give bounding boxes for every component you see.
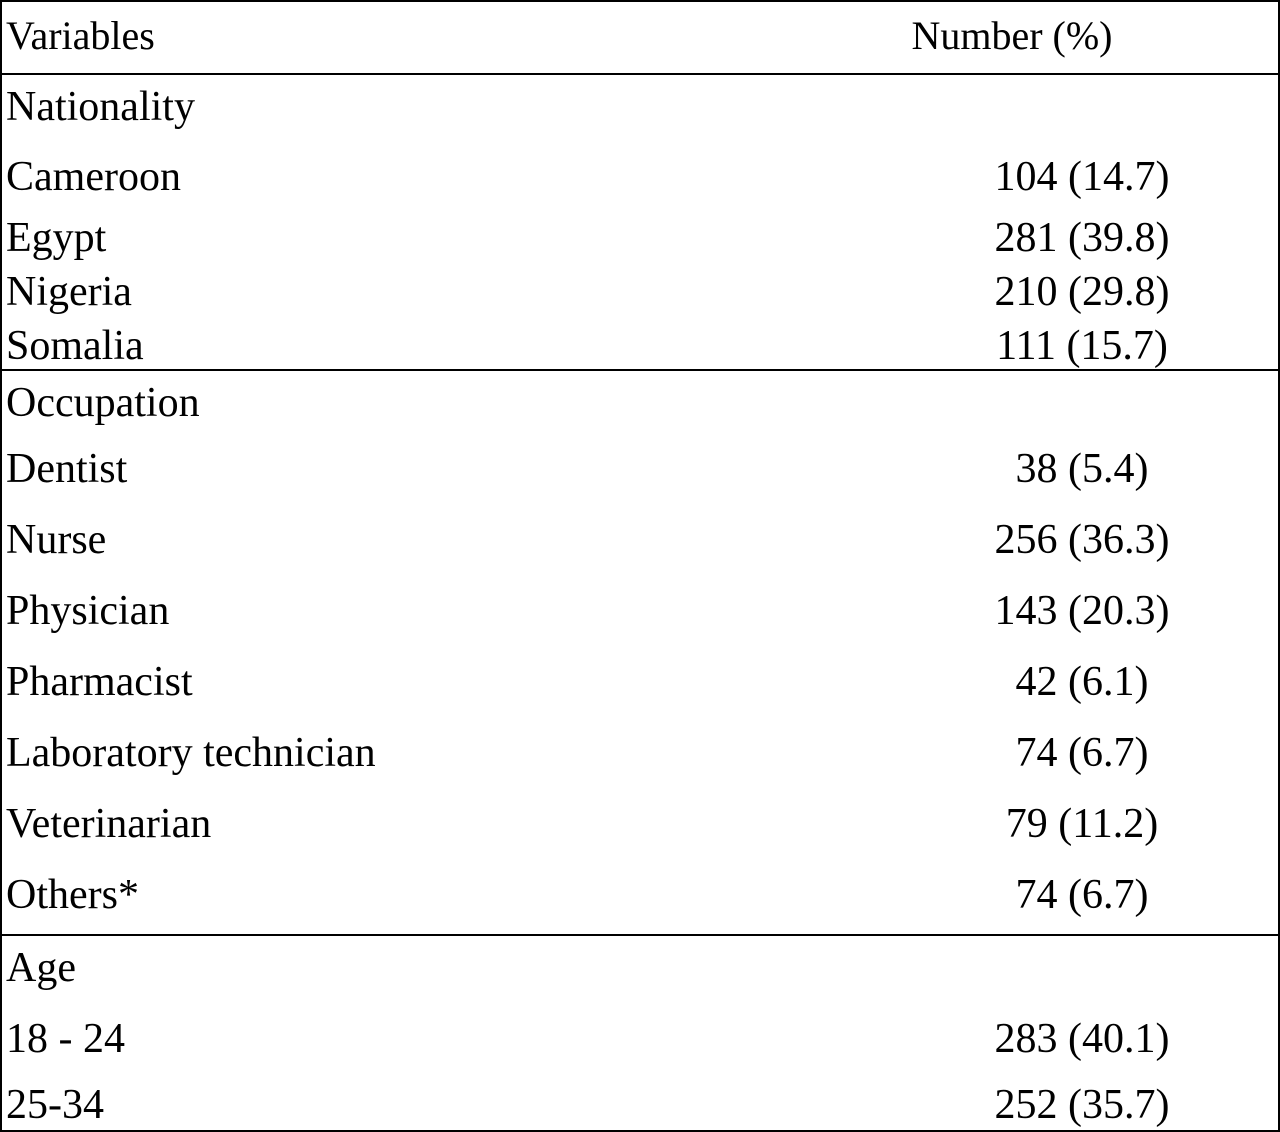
row-value: 111 (15.7) xyxy=(996,323,1168,369)
row-label: Physician xyxy=(6,588,170,634)
row-label: Others* xyxy=(6,872,139,918)
row-label: Somalia xyxy=(6,323,144,369)
row-label: 18 - 24 xyxy=(6,1016,125,1062)
section-divider xyxy=(2,369,1278,371)
header-divider xyxy=(2,73,1278,75)
row-value: 74 (6.7) xyxy=(1015,730,1149,776)
section-title-nationality: Nationality xyxy=(6,84,195,130)
row-value: 38 (5.4) xyxy=(1015,446,1149,492)
row-label: Pharmacist xyxy=(6,659,193,705)
row-label: Dentist xyxy=(6,446,128,492)
header-number-percent: Number (%) xyxy=(911,13,1113,58)
section-title-occupation: Occupation xyxy=(6,380,200,426)
row-value: 252 (35.7) xyxy=(994,1082,1170,1128)
row-value: 79 (11.2) xyxy=(1005,801,1159,847)
row-label: Nigeria xyxy=(6,269,132,315)
section-title-age: Age xyxy=(6,945,76,991)
row-value: 210 (29.8) xyxy=(994,269,1170,315)
row-label: Veterinarian xyxy=(6,801,212,847)
row-value: 74 (6.7) xyxy=(1015,872,1149,918)
header-variables: Variables xyxy=(6,13,155,58)
row-label: Laboratory technician xyxy=(6,730,376,776)
row-value: 281 (39.8) xyxy=(994,215,1170,261)
row-label: 25-34 xyxy=(6,1082,104,1128)
row-label: Egypt xyxy=(6,215,107,261)
row-label: Nurse xyxy=(6,517,107,563)
section-divider xyxy=(2,934,1278,936)
row-label: Cameroon xyxy=(6,154,181,200)
row-value: 104 (14.7) xyxy=(994,154,1170,200)
row-value: 283 (40.1) xyxy=(994,1016,1170,1062)
row-value: 143 (20.3) xyxy=(994,588,1170,634)
row-value: 42 (6.1) xyxy=(1015,659,1149,705)
row-value: 256 (36.3) xyxy=(994,517,1170,563)
